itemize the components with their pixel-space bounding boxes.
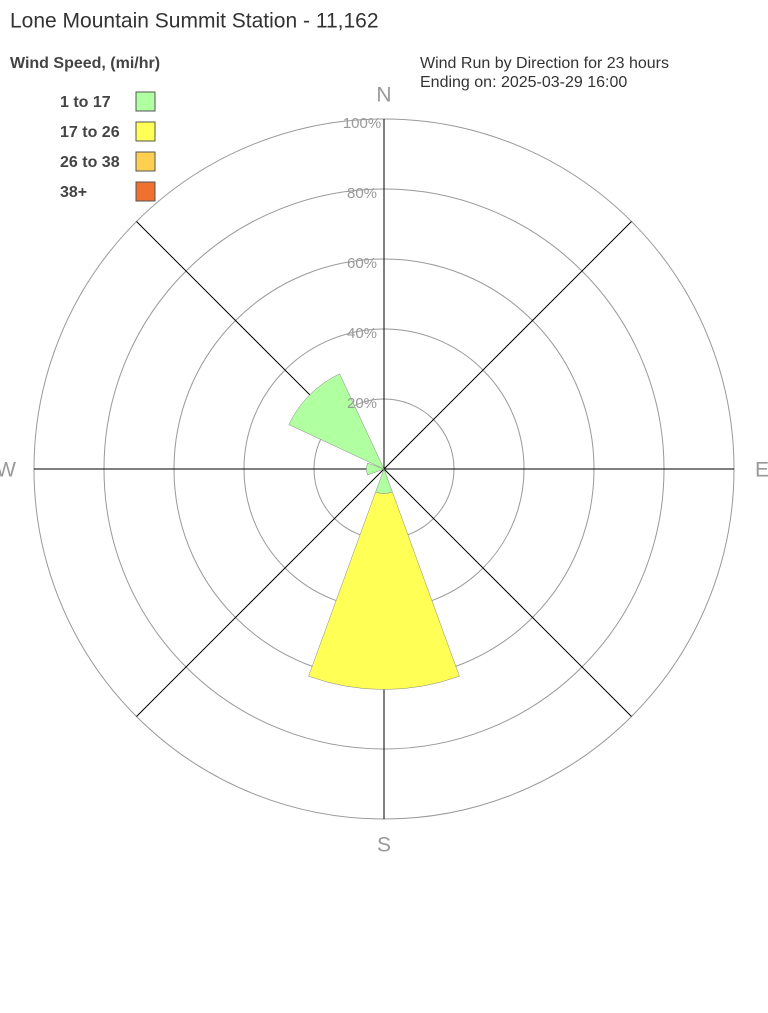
legend-swatch [135,181,156,202]
marks [288,373,460,690]
legend-swatch [135,151,156,172]
legend-label: 38+ [60,184,87,201]
direction-label: E [755,459,768,482]
subtitle: Ending on: 2025-03-29 16:00 [420,74,627,91]
subtitle: Wind Run by Direction for 23 hours [420,55,669,72]
wedge [288,373,385,470]
r-tick-label: 80% [347,185,377,202]
r-tick-label: 100% [343,115,381,132]
direction-label: W [0,459,16,482]
legend-swatch [135,91,156,112]
wedge [308,491,460,690]
legend-title: Wind Speed, (mi/hr) [10,55,160,72]
legend-label: 26 to 38 [60,154,120,171]
chart-title: Lone Mountain Summit Station - 11,162 [10,10,379,33]
legend-label: 1 to 17 [60,94,111,111]
wedge [375,468,393,494]
r-tick-label: 40% [347,325,377,342]
direction-label: N [376,84,391,107]
direction-label: S [377,834,391,857]
labels: 20% 40% 60% 80% 100% N E S W [0,84,768,857]
legend-label: 17 to 26 [60,124,120,141]
legend-swatch [135,121,156,142]
wedge [366,462,385,476]
r-tick-label: 60% [347,255,377,272]
r-tick-label: 20% [347,395,377,412]
